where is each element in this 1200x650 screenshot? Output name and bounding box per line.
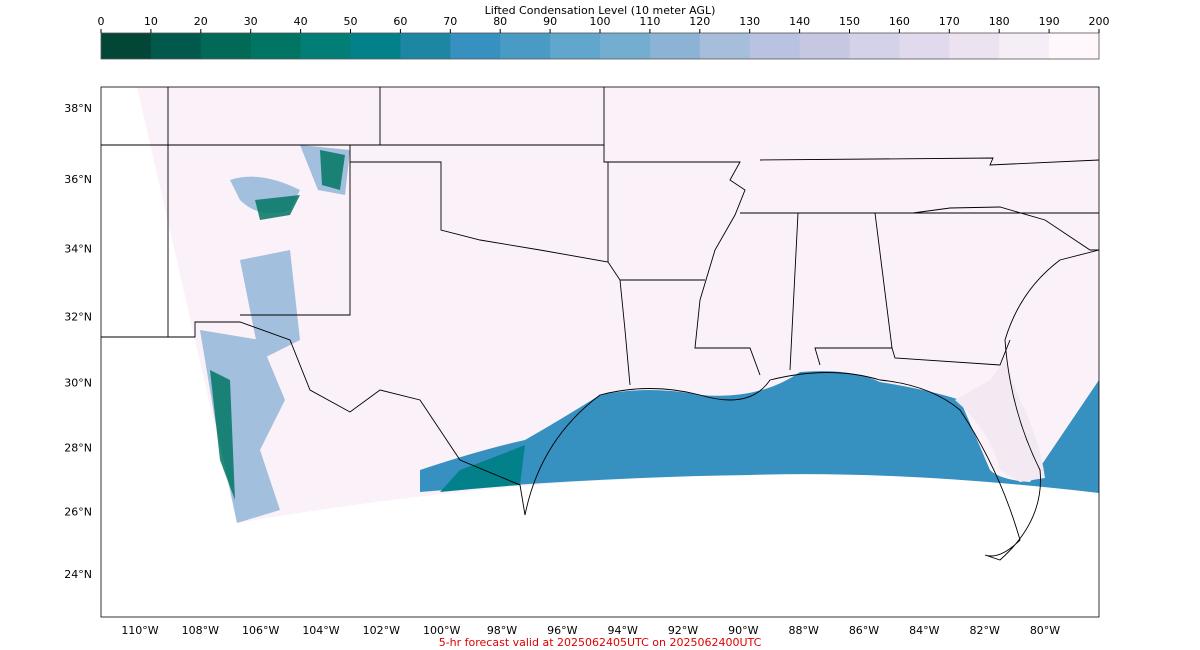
lon-label: 108°W <box>182 624 219 637</box>
colorbar-tick-label: 150 <box>839 15 860 28</box>
colorbar-segment <box>101 33 152 59</box>
lat-label: 32°N <box>64 310 92 323</box>
colorbar-tick-label: 100 <box>590 15 611 28</box>
gulf-moisture <box>440 445 525 492</box>
colorbar-segment <box>749 33 801 59</box>
colorbar-segment <box>1049 33 1100 59</box>
map-axes: 24°N 26°N 28°N 30°N 32°N 34°N 36°N 38°N 110°W 108… <box>64 102 1060 637</box>
lat-label: 26°N <box>64 505 92 518</box>
colorbar-segment <box>300 33 351 59</box>
lon-label: 102°W <box>363 624 400 637</box>
colorbar: 0 10 20 30 40 50 60 70 80 90 100 110 120 130 140 150 160… <box>98 15 1110 60</box>
colorbar-tick-label: 30 <box>244 15 258 28</box>
lat-label: 24°N <box>64 568 92 581</box>
lon-label: 110°W <box>121 624 158 637</box>
moist-area <box>210 150 345 500</box>
colorbar-segment <box>600 33 651 59</box>
moist-area <box>200 145 350 523</box>
colorbar-tick-label: 170 <box>939 15 960 28</box>
colorbar-tick-label: 140 <box>789 15 810 28</box>
colorbar-tick-label: 0 <box>98 15 105 28</box>
colorbar-segment <box>400 33 451 59</box>
lat-label: 30°N <box>64 377 92 390</box>
lon-label: 88°W <box>788 624 818 637</box>
colorbar-segment <box>250 33 302 59</box>
colorbar-tick-label: 190 <box>1039 15 1060 28</box>
colorbar-tick-label: 10 <box>144 15 158 28</box>
lon-label: 86°W <box>849 624 879 637</box>
colorbar-tick-label: 70 <box>443 15 457 28</box>
colorbar-tick-label: 80 <box>493 15 507 28</box>
lon-label: 92°W <box>668 624 698 637</box>
lon-label: 98°W <box>487 624 517 637</box>
colorbar-segment <box>450 33 501 59</box>
colorbar-tick-label: 20 <box>194 15 208 28</box>
colorbar-tick-label: 130 <box>739 15 760 28</box>
borders <box>101 87 1100 561</box>
map <box>100 86 1100 618</box>
lat-label: 36°N <box>64 173 92 186</box>
florida <box>955 360 1045 482</box>
gulf-moisture <box>420 371 1099 493</box>
colorbar-tick-label: 180 <box>989 15 1010 28</box>
lon-label: 82°W <box>969 624 999 637</box>
colorbar-segment <box>150 33 202 59</box>
lon-label: 94°W <box>607 624 637 637</box>
lon-label: 80°W <box>1030 624 1060 637</box>
lat-label: 28°N <box>64 442 92 455</box>
lon-label: 96°W <box>547 624 577 637</box>
colorbar-segment <box>350 33 401 59</box>
colorbar-segment <box>799 33 850 59</box>
lon-label: 100°W <box>423 624 460 637</box>
lat-label: 38°N <box>64 102 92 115</box>
colorbar-tick-label: 50 <box>344 15 358 28</box>
colorbar-tick-label: 160 <box>889 15 910 28</box>
colorbar-segment <box>200 33 252 59</box>
footer: 5-hr forecast valid at 2025062405UTC on … <box>439 636 762 649</box>
colorbar-segment <box>999 33 1050 59</box>
colorbar-tick-label: 110 <box>639 15 660 28</box>
lon-label: 90°W <box>728 624 758 637</box>
colorbar-segment <box>899 33 950 59</box>
lon-label: 104°W <box>302 624 339 637</box>
map-frame <box>100 86 1100 618</box>
lon-label: 106°W <box>242 624 279 637</box>
lon-label: 84°W <box>909 624 939 637</box>
colorbar-tick-label: 60 <box>393 15 407 28</box>
colorbar-segment <box>849 33 900 59</box>
colorbar-segment <box>500 33 551 59</box>
colorbar-segment <box>699 33 751 59</box>
colorbar-segment <box>949 33 1000 59</box>
colorbar-segment <box>550 33 601 59</box>
lat-label: 34°N <box>64 243 92 256</box>
colorbar-title: Lifted Condensation Level (10 meter AGL) <box>485 4 716 17</box>
colorbar-tick-label: 40 <box>294 15 308 28</box>
colorbar-segment <box>649 33 701 59</box>
colorbar-tick-label: 200 <box>1089 15 1110 28</box>
colorbar-tick-label: 90 <box>543 15 557 28</box>
colorbar-tick-label: 120 <box>689 15 710 28</box>
